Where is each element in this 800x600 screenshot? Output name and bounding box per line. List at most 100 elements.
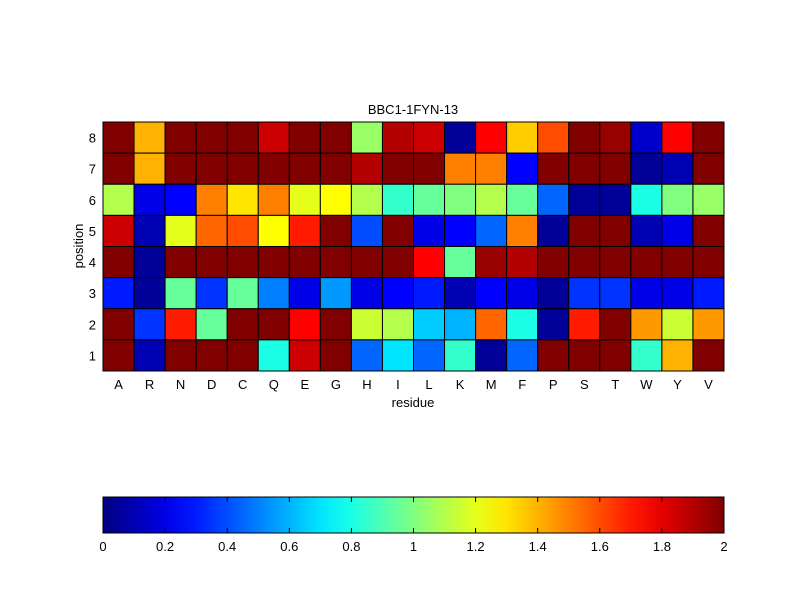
heatmap-cell — [164, 121, 197, 154]
heatmap-cell — [506, 308, 539, 341]
heatmap-cell — [413, 214, 446, 247]
x-tick-label: R — [145, 377, 154, 392]
heatmap-cell — [102, 339, 135, 372]
heatmap-cell — [692, 121, 725, 154]
heatmap-cell — [133, 121, 166, 154]
heatmap-cell — [692, 214, 725, 247]
heatmap-cell — [257, 246, 290, 279]
y-tick-label: 2 — [89, 317, 96, 332]
heatmap-cell — [102, 214, 135, 247]
heatmap-cell — [506, 277, 539, 310]
x-tick-label: F — [518, 377, 526, 392]
x-tick-label: T — [611, 377, 619, 392]
heatmap-cell — [381, 183, 415, 216]
heatmap-cell — [475, 214, 508, 247]
x-tick-label: M — [486, 377, 497, 392]
heatmap-cell — [195, 246, 228, 279]
heatmap-cell — [506, 183, 539, 216]
heatmap-cell — [568, 152, 601, 185]
heatmap-cell — [692, 308, 725, 341]
colorbar-tick-label: 0.8 — [342, 539, 360, 554]
heatmap-cell — [102, 308, 135, 341]
y-tick-label: 5 — [89, 224, 96, 239]
heatmap-cell — [537, 152, 570, 185]
heatmap-cell — [444, 121, 477, 154]
heatmap-cell — [475, 277, 508, 310]
heatmap-cell — [133, 308, 166, 341]
heatmap-cell — [506, 339, 539, 372]
heatmap-cell — [164, 277, 197, 310]
heatmap-cell — [381, 152, 415, 185]
heatmap-cell — [630, 246, 663, 279]
heatmap-cell — [444, 308, 477, 341]
x-axis-label: residue — [392, 395, 435, 410]
heatmap-cell — [630, 277, 663, 310]
heatmap-cell — [661, 152, 694, 185]
heatmap-cell — [350, 246, 383, 279]
heatmap-cell — [257, 214, 290, 247]
heatmap-cell — [692, 183, 725, 216]
heatmap-cell — [661, 277, 694, 310]
heatmap-cell — [630, 308, 663, 341]
x-tick-label: D — [207, 377, 216, 392]
heatmap-cell — [226, 214, 259, 247]
heatmap-cell — [288, 121, 321, 154]
colorbar-tick-label: 1.6 — [591, 539, 609, 554]
heatmap-cell — [164, 308, 197, 341]
heatmap-cell — [568, 308, 601, 341]
heatmap-cell — [381, 308, 415, 341]
heatmap-cell — [319, 308, 352, 341]
heatmap-cell — [599, 121, 632, 154]
heatmap-cell — [288, 308, 321, 341]
x-tick-label: V — [704, 377, 713, 392]
heatmap-cell — [133, 183, 166, 216]
y-tick-label: 6 — [89, 193, 96, 208]
heatmap-cell — [288, 183, 321, 216]
heatmap-cell — [226, 183, 259, 216]
heatmap-cell — [133, 246, 166, 279]
heatmap-cell — [568, 183, 601, 216]
heatmap-cell — [350, 121, 383, 154]
heatmap-cell — [630, 339, 663, 372]
heatmap-cell — [475, 339, 508, 372]
heatmap-cell — [537, 277, 570, 310]
heatmap-cell — [630, 183, 663, 216]
heatmap-cell — [475, 121, 508, 154]
heatmap-cell — [444, 152, 477, 185]
y-axis-label: position — [71, 224, 86, 269]
x-tick-label: K — [456, 377, 465, 392]
heatmap-cell — [226, 308, 259, 341]
colorbar-tick-label: 1.8 — [653, 539, 671, 554]
colorbar-tick-label: 2 — [720, 539, 727, 554]
heatmap-cell — [133, 214, 166, 247]
x-tick-label: N — [176, 377, 185, 392]
heatmap-cell — [630, 121, 663, 154]
heatmap-cell — [444, 246, 477, 279]
heatmap-cell — [102, 246, 135, 279]
heatmap-cell — [568, 246, 601, 279]
heatmap-cell — [537, 246, 570, 279]
heatmap-cell — [195, 214, 228, 247]
x-tick-label: Q — [269, 377, 279, 392]
heatmap-cell — [661, 183, 694, 216]
heatmap-cell — [506, 214, 539, 247]
heatmap-cell — [164, 214, 197, 247]
heatmap-cell — [381, 121, 415, 154]
colorbar — [102, 496, 725, 534]
heatmap-cell — [537, 308, 570, 341]
heatmap-cell — [288, 152, 321, 185]
heatmap-cell — [661, 339, 694, 372]
heatmap-cell — [164, 246, 197, 279]
y-tick-label: 7 — [89, 162, 96, 177]
colorbar-tick-labels: 0 0.2 0.4 0.6 0.8 1 1.2 1.4 1.6 1.8 2 — [99, 497, 728, 554]
x-tick-label: H — [362, 377, 371, 392]
heatmap-cell — [195, 121, 228, 154]
heatmap-cell — [661, 246, 694, 279]
heatmap-cell — [444, 183, 477, 216]
heatmap-cell — [195, 339, 228, 372]
heatmap-cell — [257, 152, 290, 185]
y-tick-label: 4 — [89, 255, 96, 270]
heatmap-cell — [195, 308, 228, 341]
